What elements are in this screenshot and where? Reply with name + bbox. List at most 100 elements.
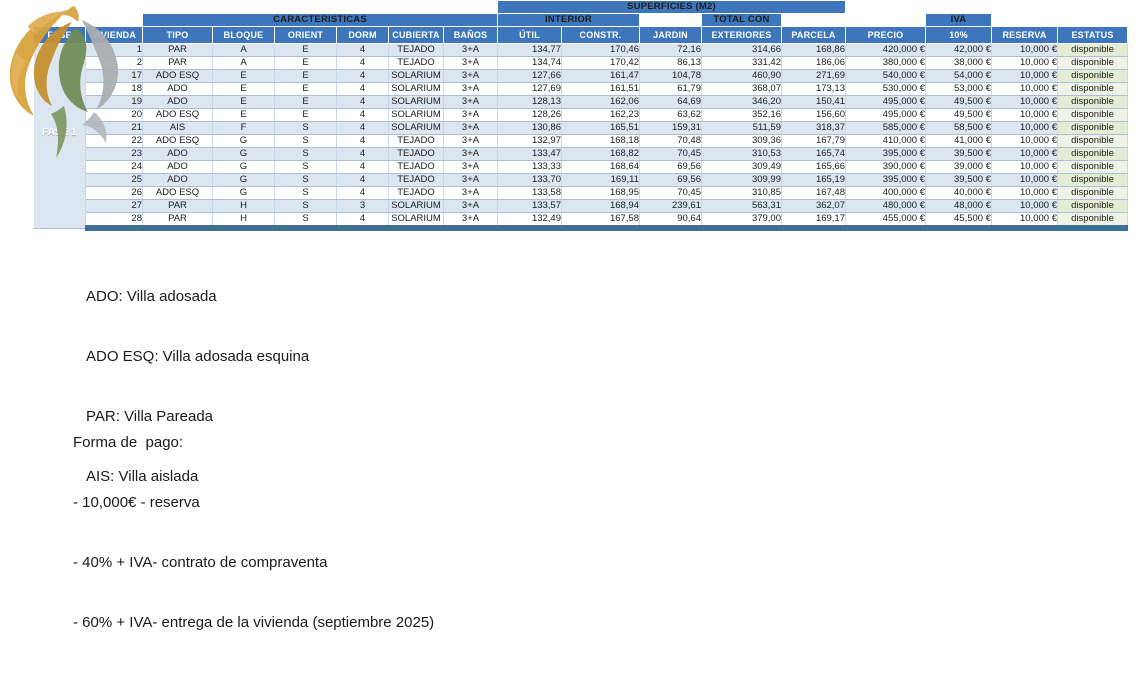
cell-vivienda: 22	[85, 134, 143, 148]
cell-iva: 41,000 €	[925, 134, 992, 148]
cell-orient: S	[274, 186, 337, 200]
cell-precio: 480,000 €	[845, 199, 926, 213]
cell-reserva: 10,000 €	[991, 160, 1058, 174]
cell-constr: 168,95	[561, 186, 640, 200]
header-spacer	[640, 14, 702, 27]
cell-constr: 168,94	[561, 199, 640, 213]
col-header-util: ÚTIL	[497, 26, 562, 44]
cell-orient: E	[274, 69, 337, 83]
cell-bloque: E	[212, 95, 275, 109]
cell-precio: 410,000 €	[845, 134, 926, 148]
cell-util: 133,58	[497, 186, 562, 200]
cell-reserva: 10,000 €	[991, 147, 1058, 161]
cell-parcela: 168,86	[781, 43, 846, 57]
legend-line-adoesq: ADO ESQ: Villa adosada esquina	[86, 348, 310, 365]
cell-bloque: H	[212, 212, 275, 231]
cell-total-con-exteriores: 379,00	[701, 212, 782, 231]
cell-total-con-exteriores: 309,99	[701, 173, 782, 187]
cell-dorm: 4	[336, 212, 389, 231]
cell-util: 128,13	[497, 95, 562, 109]
payment-line-entrega: - 60% + IVA- entrega de la vivienda (sep…	[73, 614, 435, 631]
cell-orient: E	[274, 43, 337, 57]
table-header: SUPERFICIES (M2) CARACTERISTICAS INTERIO…	[33, 0, 1128, 44]
cell-parcela: 362,07	[781, 199, 846, 213]
cell-bloque: E	[212, 82, 275, 96]
cell-iva: 54,000 €	[925, 69, 992, 83]
cell-iva: 39,500 €	[925, 147, 992, 161]
cell-precio: 395,000 €	[845, 147, 926, 161]
cell-cubierta: TEJADO	[388, 134, 444, 148]
cell-constr: 167,58	[561, 212, 640, 231]
legend-line-ado: ADO: Villa adosada	[86, 288, 217, 305]
col-header-jardin: JARDIN	[639, 26, 702, 44]
cell-jardin: 61,79	[639, 82, 702, 96]
table-row: 22 ADO ESQ G S 4 TEJADO 3+A 132,97 168,18 70,48 30…	[34, 134, 1128, 148]
cell-total-con-exteriores: 310,53	[701, 147, 782, 161]
cell-banos: 3+A	[443, 173, 498, 187]
cell-iva: 58,500 €	[925, 121, 992, 135]
cell-orient: E	[274, 56, 337, 70]
cell-total-con-exteriores: 309,49	[701, 160, 782, 174]
cell-cubierta: SOLARIUM	[388, 95, 444, 109]
cell-orient: E	[274, 95, 337, 109]
cell-total-con-exteriores: 331,42	[701, 56, 782, 70]
cell-tipo: ADO	[142, 160, 213, 174]
table-row: 20 ADO ESQ E E 4 SOLARIUM 3+A 128,26 162,23 63,62…	[34, 108, 1128, 122]
column-header-row: FASE VIVIENDA TIPO BLOQUE ORIENT DORM CU…	[33, 26, 1128, 44]
cell-reserva: 10,000 €	[991, 69, 1058, 83]
cell-estatus: disponible	[1057, 82, 1128, 96]
cell-total-con-exteriores: 352,16	[701, 108, 782, 122]
cell-constr: 162,23	[561, 108, 640, 122]
payment-line-reserva: - 10,000€ - reserva	[73, 494, 200, 511]
cell-vivienda: 24	[85, 160, 143, 174]
cell-dorm: 4	[336, 43, 389, 57]
cell-reserva: 10,000 €	[991, 134, 1058, 148]
cell-jardin: 70,48	[639, 134, 702, 148]
cell-vivienda: 25	[85, 173, 143, 187]
cell-util: 133,33	[497, 160, 562, 174]
cell-tipo: PAR	[142, 56, 213, 70]
cell-precio: 540,000 €	[845, 69, 926, 83]
table-row: 27 PAR H S 3 SOLARIUM 3+A 133,57 168,94 239,61 563…	[34, 199, 1128, 213]
cell-parcela: 150,41	[781, 95, 846, 109]
cell-banos: 3+A	[443, 108, 498, 122]
cell-cubierta: SOLARIUM	[388, 69, 444, 83]
cell-jardin: 72,16	[639, 43, 702, 57]
cell-banos: 3+A	[443, 82, 498, 96]
cell-constr: 168,82	[561, 147, 640, 161]
header-spacer	[992, 14, 1128, 27]
cell-parcela: 165,66	[781, 160, 846, 174]
cell-precio: 530,000 €	[845, 82, 926, 96]
cell-iva: 40,000 €	[925, 186, 992, 200]
group-interior: INTERIOR	[497, 13, 640, 27]
cell-bloque: E	[212, 108, 275, 122]
header-spacer	[846, 14, 926, 27]
cell-cubierta: SOLARIUM	[388, 82, 444, 96]
cell-estatus: disponible	[1057, 186, 1128, 200]
cell-bloque: G	[212, 160, 275, 174]
cell-tipo: ADO ESQ	[142, 134, 213, 148]
cell-total-con-exteriores: 460,90	[701, 69, 782, 83]
cell-dorm: 4	[336, 160, 389, 174]
cell-cubierta: TEJADO	[388, 160, 444, 174]
header-spacer	[782, 14, 846, 27]
col-header-parcela: PARCELA	[781, 26, 846, 44]
cell-parcela: 318,37	[781, 121, 846, 135]
cell-cubierta: SOLARIUM	[388, 121, 444, 135]
cell-precio: 395,000 €	[845, 173, 926, 187]
cell-total-con-exteriores: 563,31	[701, 199, 782, 213]
cell-util: 134,77	[497, 43, 562, 57]
cell-orient: S	[274, 160, 337, 174]
cell-orient: S	[274, 199, 337, 213]
cell-reserva: 10,000 €	[991, 82, 1058, 96]
cell-cubierta: TEJADO	[388, 147, 444, 161]
cell-reserva: 10,000 €	[991, 186, 1058, 200]
cell-util: 127,66	[497, 69, 562, 83]
header-spacer	[846, 1, 1128, 14]
cell-parcela: 271,69	[781, 69, 846, 83]
cell-parcela: 165,19	[781, 173, 846, 187]
cell-total-con-exteriores: 310,85	[701, 186, 782, 200]
cell-estatus: disponible	[1057, 56, 1128, 70]
cell-estatus: disponible	[1057, 95, 1128, 109]
payment-title: Forma de pago:	[73, 434, 184, 451]
